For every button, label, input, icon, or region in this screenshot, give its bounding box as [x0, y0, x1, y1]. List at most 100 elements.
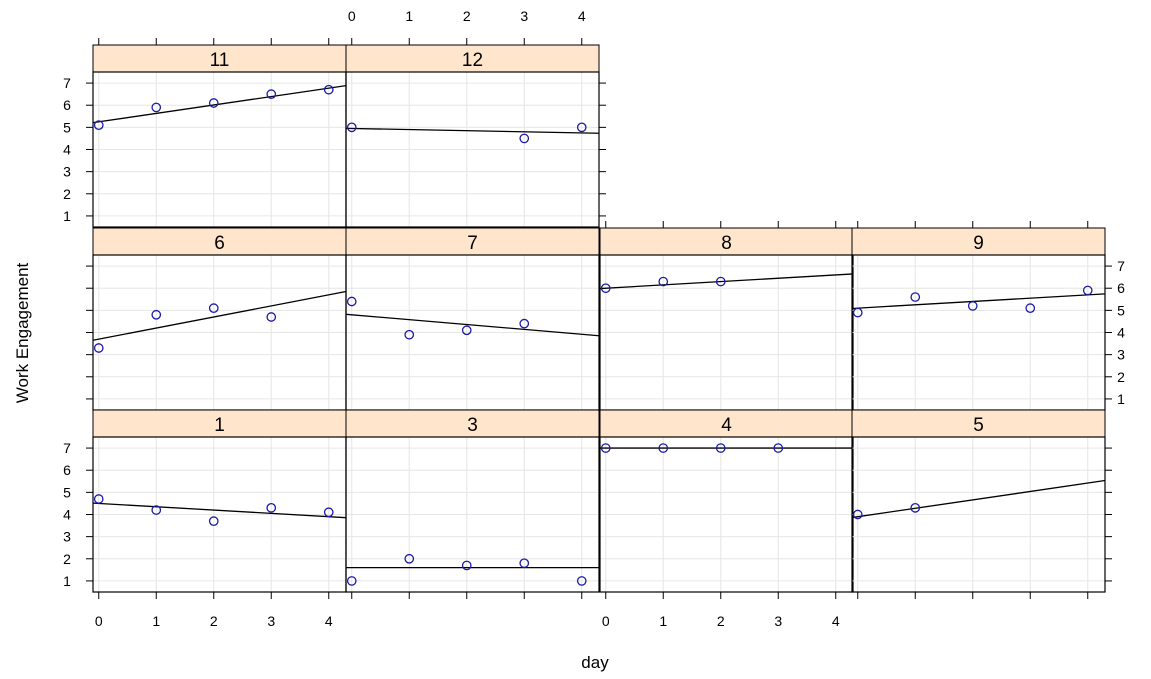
y-tick-label: 6 — [63, 462, 71, 478]
data-point — [461, 560, 472, 571]
y-tick-label: 4 — [1117, 325, 1125, 341]
panel-7: 7 — [345, 227, 600, 411]
data-point — [404, 329, 415, 340]
data-point — [1025, 303, 1036, 313]
data-point — [519, 318, 530, 329]
strip-label: 12 — [462, 50, 483, 71]
panels-layer: 11 12 6 7 8 9 1 3 4 5 — [92, 44, 1106, 593]
data-point — [773, 443, 784, 453]
y-tick-label: 2 — [63, 186, 71, 202]
fit-line — [599, 273, 854, 290]
x-tick-label: 4 — [578, 8, 586, 24]
panel-9: 9 — [851, 227, 1106, 411]
data-point — [93, 343, 104, 353]
strip-label: 6 — [214, 233, 225, 254]
panel-11: 11 — [92, 44, 347, 228]
y-tick-label: 1 — [1117, 391, 1125, 407]
data-point — [600, 443, 611, 453]
panel-6: 6 — [92, 227, 347, 411]
x-tick-label: 3 — [267, 613, 275, 629]
y-tick-label: 6 — [1117, 280, 1125, 296]
y-tick-label: 5 — [63, 484, 71, 500]
x-tick-label: 4 — [832, 613, 840, 629]
data-point — [852, 307, 863, 318]
data-point — [323, 84, 334, 95]
fit-line — [92, 502, 347, 519]
strip-header — [92, 409, 347, 438]
data-point — [576, 122, 587, 133]
panel-12: 12 — [345, 44, 600, 228]
data-point — [93, 120, 104, 130]
data-point — [151, 102, 162, 113]
data-point — [1082, 285, 1093, 296]
strip-label: 3 — [467, 415, 478, 436]
x-tick-label: 0 — [602, 613, 610, 629]
y-tick-label: 2 — [1117, 369, 1125, 385]
data-point — [208, 303, 219, 313]
data-point — [93, 494, 104, 504]
y-tick-label: 2 — [63, 551, 71, 567]
data-point — [910, 503, 921, 513]
strip-header — [345, 44, 600, 73]
strip-header — [599, 409, 854, 438]
strip-header — [851, 227, 1106, 256]
data-point — [266, 89, 277, 99]
data-point — [266, 503, 277, 513]
data-point — [852, 509, 863, 520]
data-point — [323, 507, 334, 518]
y-tick-label: 4 — [63, 507, 71, 523]
strip-label: 11 — [210, 50, 230, 71]
x-tick-label: 0 — [95, 613, 103, 629]
y-tick-label: 3 — [63, 529, 71, 545]
y-tick-label: 4 — [63, 142, 71, 158]
x-tick-label: 1 — [152, 613, 160, 629]
fit-line — [851, 479, 1106, 519]
y-tick-label: 1 — [63, 573, 71, 589]
data-point — [600, 283, 611, 294]
data-point — [658, 276, 669, 287]
x-tick-label: 3 — [774, 613, 782, 629]
x-tick-label: 2 — [717, 613, 725, 629]
y-axis-title: Work Engagement — [13, 262, 32, 403]
strip-header — [851, 409, 1106, 438]
data-point — [715, 443, 726, 453]
y-tick-label: 5 — [63, 119, 71, 135]
fit-line — [92, 84, 347, 124]
y-tick-label: 3 — [1117, 347, 1125, 363]
y-tick-label: 1 — [63, 208, 71, 224]
data-point — [404, 553, 415, 564]
panel-1: 1 — [92, 409, 347, 593]
fit-line — [345, 127, 600, 134]
data-point — [715, 276, 726, 287]
strip-header — [345, 409, 600, 438]
data-point — [576, 576, 587, 586]
data-point — [658, 443, 669, 453]
panel-8: 8 — [599, 227, 854, 411]
strip-header — [599, 227, 854, 256]
data-point — [151, 309, 162, 320]
x-tick-label: 3 — [520, 8, 528, 24]
strip-header — [92, 227, 347, 256]
data-point — [151, 505, 162, 515]
data-point — [910, 292, 921, 302]
x-tick-label: 0 — [348, 8, 356, 24]
strip-label: 5 — [973, 415, 984, 436]
strip-header — [92, 44, 347, 73]
x-tick-label: 2 — [463, 8, 471, 24]
panel-4: 4 — [599, 409, 854, 593]
strip-label: 9 — [973, 233, 984, 254]
fit-line — [851, 293, 1106, 310]
data-point — [346, 122, 357, 133]
strip-label: 4 — [721, 415, 732, 436]
data-point — [346, 296, 357, 307]
data-point — [461, 325, 472, 336]
y-tick-label: 6 — [63, 97, 71, 113]
y-tick-label: 7 — [63, 440, 71, 456]
x-tick-label: 1 — [659, 613, 667, 629]
panel-5: 5 — [851, 409, 1106, 593]
y-tick-label: 5 — [1117, 302, 1125, 318]
x-tick-label: 4 — [325, 613, 333, 629]
